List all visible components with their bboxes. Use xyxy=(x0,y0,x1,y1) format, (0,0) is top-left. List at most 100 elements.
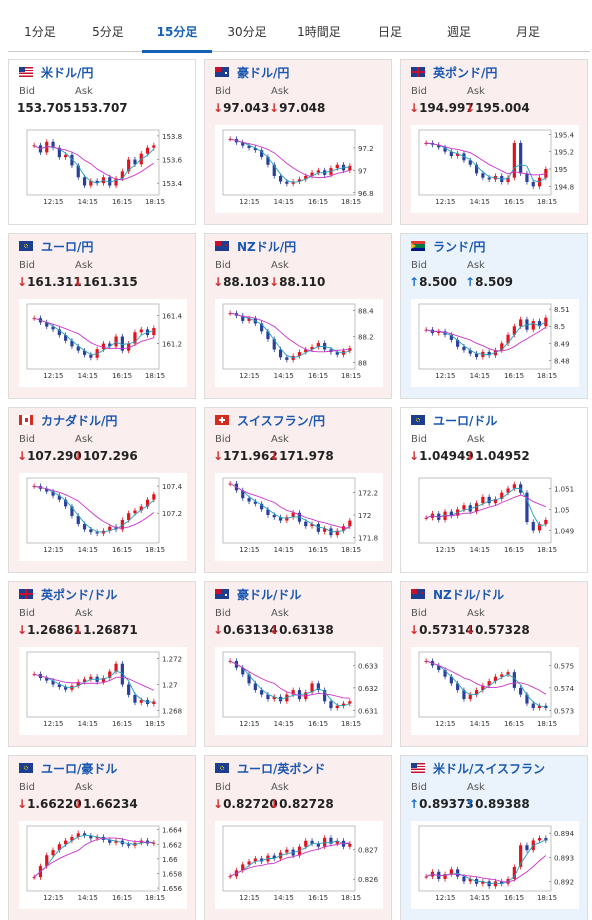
short-moving-average-line xyxy=(230,312,350,359)
rate-card[interactable]: NZドル/円 Bid Ask ↓88.103 ↓88.110 88.4 88.2 8… xyxy=(204,233,392,399)
rate-card[interactable]: ユーロ/豪ドル Bid Ask ↓1.66220 ↓1.66234 1.664 1… xyxy=(8,755,196,920)
rate-card[interactable]: ユーロ/英ポンド Bid Ask ↓0.82720 ↓0.82728 0.827… xyxy=(204,755,392,920)
candle-body xyxy=(481,496,485,504)
tab-5[interactable]: 日足 xyxy=(377,25,402,39)
rate-card[interactable]: 英ポンド/円 Bid Ask ↓194.997 ↓195.004 195.4 19… xyxy=(400,59,588,225)
currency-pair-name[interactable]: 米ドル/円 xyxy=(41,66,94,80)
short-moving-average-line xyxy=(34,485,155,533)
price-chart[interactable]: 97.2 97 96.8 12:15 14:15 16:15 18:15 xyxy=(215,125,383,213)
x-tick-label: 12:15 xyxy=(435,720,455,728)
price-chart[interactable]: 0.894 0.893 0.892 12:15 14:15 16:15 18:15 xyxy=(411,821,579,909)
y-tick-label: 1.662 xyxy=(162,841,182,849)
tab-2[interactable]: 15分足 xyxy=(142,18,212,53)
price-chart[interactable]: 88.4 88.2 88 12:15 14:15 16:15 18:15 xyxy=(215,299,383,387)
currency-pair-name[interactable]: ユーロ/豪ドル xyxy=(41,762,118,776)
bid-value: 8.500 xyxy=(419,275,458,289)
rate-card[interactable]: スイスフラン/円 Bid Ask ↓171.962 ↓171.978 172.2… xyxy=(204,407,392,573)
x-tick-label: 16:15 xyxy=(308,720,328,728)
ask-value: 195.004 xyxy=(475,101,530,115)
tab-6[interactable]: 週足 xyxy=(446,25,471,39)
currency-pair-name[interactable]: ユーロ/ドル xyxy=(433,414,498,428)
candle-body xyxy=(133,694,137,703)
candle-body xyxy=(95,532,99,534)
price-chart[interactable]: 1.272 1.27 1.268 12:15 14:15 16:15 18:15 xyxy=(19,647,187,735)
tab-4[interactable]: 1時間足 xyxy=(297,25,341,39)
currency-pair-name[interactable]: カナダドル/円 xyxy=(41,414,118,428)
tab-3[interactable]: 30分足 xyxy=(227,25,267,39)
rate-card[interactable]: ユーロ/ドル Bid Ask ↓1.04949 ↓1.04952 1.051 1.… xyxy=(400,407,588,573)
candle-body xyxy=(145,499,150,507)
candle-body xyxy=(304,521,308,527)
candle-body xyxy=(316,170,320,173)
ask-label: Ask xyxy=(75,608,93,619)
candle-body xyxy=(70,154,74,166)
candle-body xyxy=(101,343,106,350)
price-chart[interactable]: 161.4 161.2 12:15 14:15 16:15 18:15 xyxy=(19,299,187,387)
candle-body xyxy=(152,701,156,704)
currency-pair-name[interactable]: ランド/円 xyxy=(433,240,486,254)
currency-flag-icon xyxy=(411,415,425,425)
y-tick-label: 172 xyxy=(358,512,371,520)
currency-pair-name[interactable]: 英ポンド/円 xyxy=(433,66,498,80)
candle-body xyxy=(462,876,466,882)
price-chart[interactable]: 0.575 0.574 0.573 12:15 14:15 16:15 18:15 xyxy=(411,647,579,735)
price-chart[interactable]: 1.051 1.05 1.049 12:15 14:15 16:15 18:15 xyxy=(411,473,579,561)
short-moving-average-line xyxy=(33,834,154,878)
up-arrow-icon: ↑ xyxy=(409,275,420,289)
chart-frame xyxy=(418,129,552,196)
y-tick-label: 88 xyxy=(358,360,367,368)
price-chart[interactable]: 195.4 195.2 195 194.8 12:15 14:15 16:15 18:15 xyxy=(411,125,579,213)
currency-pair-name[interactable]: ユーロ/円 xyxy=(41,240,94,254)
chart-frame xyxy=(418,825,552,892)
candlestick-chart-svg: 0.575 0.574 0.573 12:15 14:15 16:15 18:15 xyxy=(418,651,575,728)
tab-7[interactable]: 月足 xyxy=(515,25,540,39)
rate-card[interactable]: 豪ドル/円 Bid Ask ↓97.043 ↓97.048 97.2 97 96.8… xyxy=(204,59,392,225)
bid-value: 88.103 xyxy=(223,275,270,289)
currency-flag-icon xyxy=(411,241,425,251)
currency-pair-name[interactable]: 英ポンド/ドル xyxy=(41,588,118,602)
rate-card[interactable]: NZドル/ドル Bid Ask ↓0.57314 ↓0.57328 0.575 0… xyxy=(400,581,588,747)
rate-card[interactable]: 米ドル/スイスフラン Bid Ask ↑0.89373 ↑0.89388 0.8… xyxy=(400,755,588,920)
tab-0[interactable]: 1分足 xyxy=(24,25,56,39)
ask-value: 1.66234 xyxy=(83,797,138,811)
x-tick-label: 18:15 xyxy=(145,894,165,902)
currency-pair-name[interactable]: 豪ドル/円 xyxy=(237,66,290,80)
x-tick-label: 12:15 xyxy=(239,198,259,206)
rate-card[interactable]: ユーロ/円 Bid Ask ↓161.311 ↓161.315 161.4 161… xyxy=(8,233,196,399)
rate-card[interactable]: 米ドル/円 Bid Ask 153.705 153.707 153.8 153.6… xyxy=(8,59,196,225)
price-chart[interactable]: 172.2 172 171.8 12:15 14:15 16:15 18:15 xyxy=(215,473,383,561)
tab-1[interactable]: 5分足 xyxy=(92,25,124,39)
rate-card[interactable]: ランド/円 Bid Ask ↑8.500 ↑8.509 8.51 8.5 8.49 8… xyxy=(400,233,588,399)
ask-label: Ask xyxy=(467,260,485,271)
x-tick-label: 12:15 xyxy=(239,720,259,728)
currency-pair-name[interactable]: NZドル/ドル xyxy=(433,588,505,602)
currency-pair-name[interactable]: 米ドル/スイスフラン xyxy=(433,762,546,776)
candle-body xyxy=(260,690,264,695)
candle-body xyxy=(89,180,93,186)
bid-value: 0.82720 xyxy=(223,797,278,811)
candle-body xyxy=(512,672,516,688)
currency-pair-name[interactable]: NZドル/円 xyxy=(237,240,297,254)
currency-pair-name[interactable]: 豪ドル/ドル xyxy=(237,588,302,602)
candle-body xyxy=(525,173,529,182)
x-tick-label: 12:15 xyxy=(435,546,455,554)
currency-pair-name[interactable]: ユーロ/英ポンド xyxy=(237,762,326,776)
candle-body xyxy=(474,503,479,512)
candle-body xyxy=(82,833,87,836)
candlestick-chart-svg: 0.633 0.632 0.631 12:15 14:15 16:15 18:15 xyxy=(222,651,378,728)
candle-body xyxy=(228,313,232,315)
price-chart[interactable]: 107.4 107.2 12:15 14:15 16:15 18:15 xyxy=(19,473,187,561)
price-chart[interactable]: 1.664 1.662 1.66 1.658 1.656 12:15 14:15 16:15 1… xyxy=(19,821,187,909)
y-tick-label: 8.5 xyxy=(554,323,565,331)
price-chart[interactable]: 0.633 0.632 0.631 12:15 14:15 16:15 18:15 xyxy=(215,647,383,735)
price-chart[interactable]: 8.51 8.5 8.49 8.48 12:15 14:15 16:15 18:15 xyxy=(411,299,579,387)
rate-card[interactable]: 豪ドル/ドル Bid Ask ↓0.63134 ↓0.63138 0.633 0.… xyxy=(204,581,392,747)
rate-card[interactable]: カナダドル/円 Bid Ask ↓107.290 ↓107.296 107.4 1… xyxy=(8,407,196,573)
candlestick-chart-svg: 8.51 8.5 8.49 8.48 12:15 14:15 16:15 18:15 xyxy=(418,303,570,380)
candle-body xyxy=(323,528,327,532)
currency-pair-name[interactable]: スイスフラン/円 xyxy=(237,414,326,428)
price-chart[interactable]: 153.8 153.6 153.4 12:15 14:15 16:15 18:15 xyxy=(19,125,187,213)
price-chart[interactable]: 0.827 0.826 12:15 14:15 16:15 18:15 xyxy=(215,821,383,909)
rate-card[interactable]: 英ポンド/ドル Bid Ask ↓1.26861 ↓1.26871 1.272 1… xyxy=(8,581,196,747)
candle-body xyxy=(462,690,466,700)
